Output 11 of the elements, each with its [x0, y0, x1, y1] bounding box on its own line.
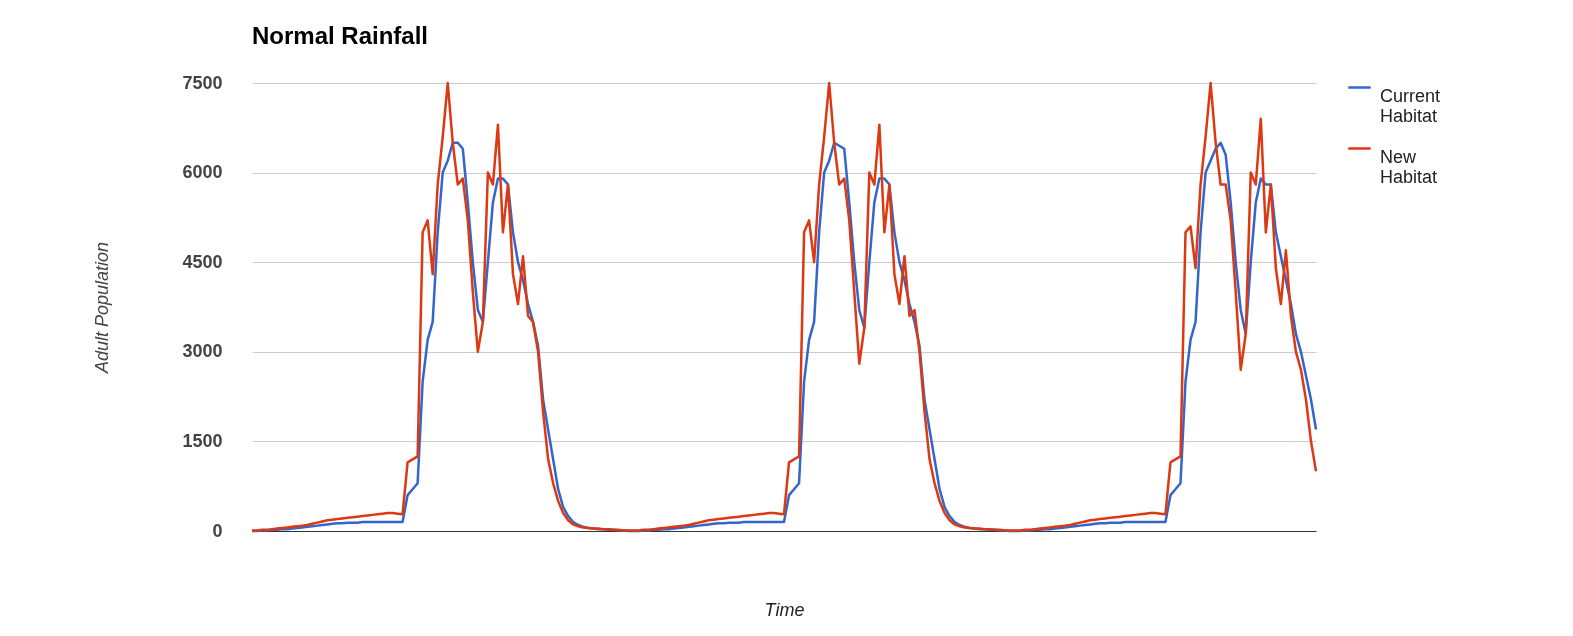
y-tick-label: 6000	[182, 162, 223, 183]
y-tick-label: 4500	[182, 251, 223, 272]
y-tick-label: 7500	[182, 72, 223, 93]
x-axis-title: Time	[764, 599, 805, 620]
legend-label: New Habitat	[1380, 146, 1438, 187]
y-tick-label: 0	[212, 520, 223, 541]
y-axis-title: Adult Population	[92, 241, 113, 375]
y-tick-label: 1500	[182, 430, 223, 451]
legend-label: Current Habitat	[1380, 85, 1441, 126]
chart-title: Normal Rainfall	[252, 22, 429, 49]
y-tick-label: 3000	[182, 341, 223, 362]
